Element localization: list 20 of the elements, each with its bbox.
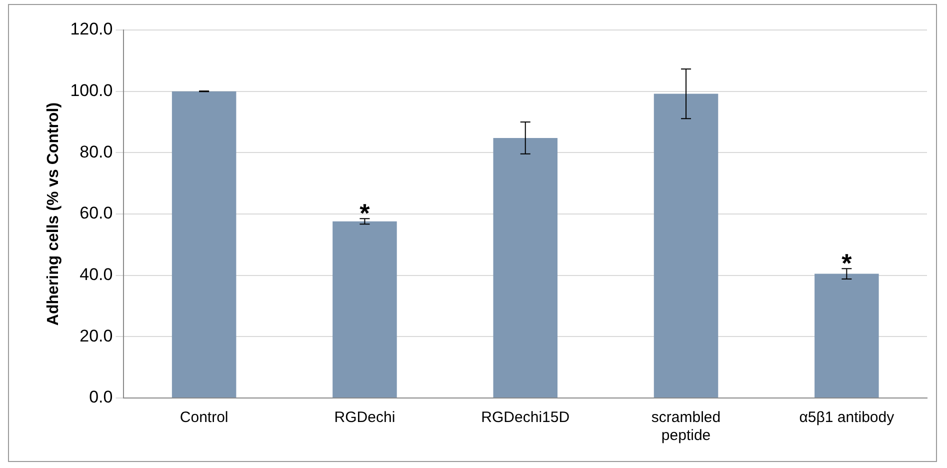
bar xyxy=(814,274,879,398)
annotation: * xyxy=(842,248,853,278)
bar xyxy=(332,221,397,398)
bar xyxy=(654,94,718,398)
y-tick-label: 80.0 xyxy=(80,142,113,162)
x-tick-label: RGDechi15D xyxy=(481,409,570,426)
x-tick-label: scrambled peptide xyxy=(651,409,721,444)
y-tick-label: 100.0 xyxy=(70,81,113,100)
y-tick-label: 40.0 xyxy=(80,265,113,284)
bar xyxy=(172,91,236,398)
y-axis-title: Adhering cells (% vs Control) xyxy=(45,102,62,326)
y-tick-label: 120.0 xyxy=(70,20,113,39)
x-tick-label: RGDechi xyxy=(334,409,396,426)
y-tick-label: 20.0 xyxy=(80,326,113,346)
x-tick-label: α5β1 antibody xyxy=(799,409,895,426)
x-tick-label: Control xyxy=(180,409,228,426)
y-tick-label: 0.0 xyxy=(89,388,113,407)
bar xyxy=(493,138,558,398)
annotation: * xyxy=(360,198,371,228)
y-tick-label: 60.0 xyxy=(80,204,113,223)
